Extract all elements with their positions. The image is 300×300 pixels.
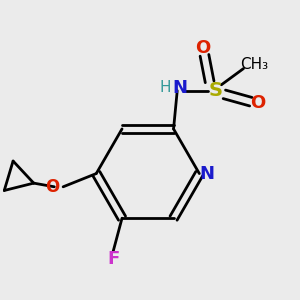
Text: O: O [45,178,59,196]
Text: CH₃: CH₃ [241,57,268,72]
Text: S: S [208,81,223,100]
Text: O: O [250,94,266,112]
Text: F: F [107,250,119,268]
Text: N: N [199,165,214,183]
Text: N: N [173,79,188,97]
Text: O: O [195,39,211,57]
Text: H: H [160,80,171,95]
